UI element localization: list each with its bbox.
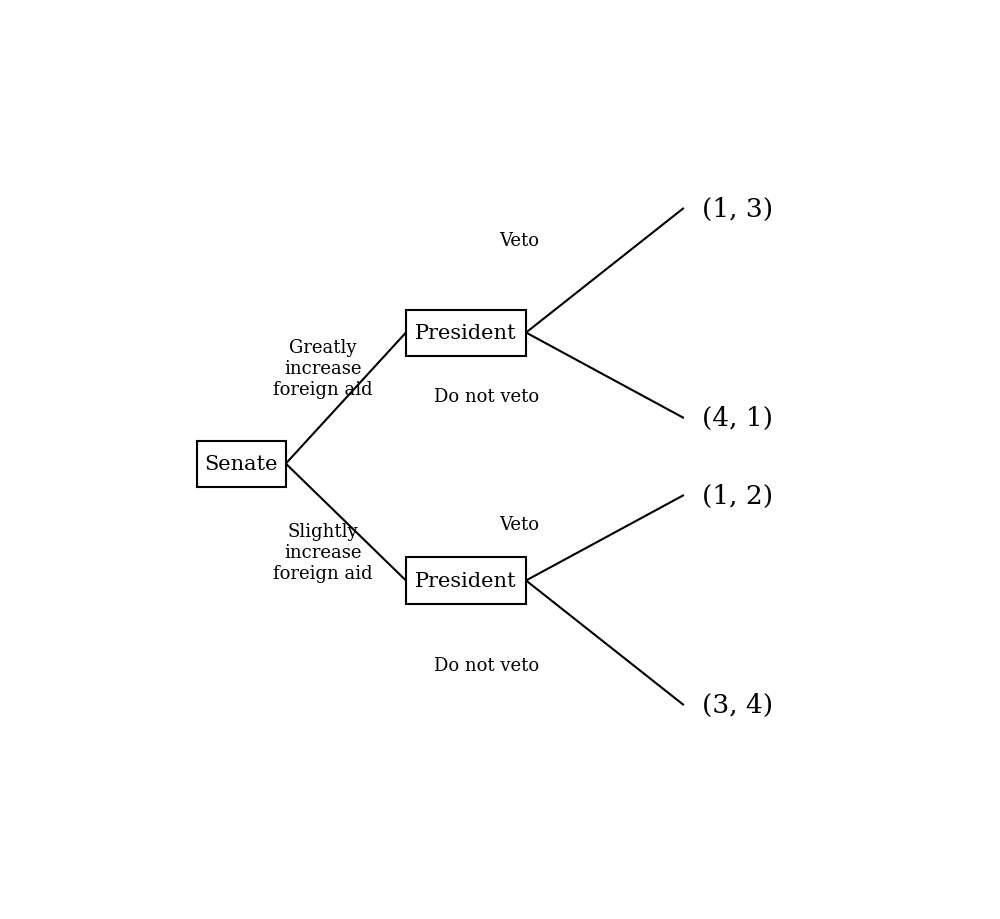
- Text: Senate: Senate: [205, 455, 278, 473]
- Text: Slightly
increase
foreign aid: Slightly increase foreign aid: [273, 523, 372, 583]
- Text: Do not veto: Do not veto: [434, 657, 540, 675]
- FancyBboxPatch shape: [406, 558, 526, 604]
- Text: (1, 3): (1, 3): [702, 197, 774, 221]
- FancyBboxPatch shape: [197, 441, 286, 487]
- Text: President: President: [415, 323, 517, 343]
- FancyBboxPatch shape: [406, 311, 526, 357]
- Text: Veto: Veto: [500, 516, 540, 533]
- Text: (1, 2): (1, 2): [702, 483, 774, 508]
- Text: (3, 4): (3, 4): [702, 692, 774, 717]
- Text: President: President: [415, 572, 517, 590]
- Text: Do not veto: Do not veto: [434, 388, 540, 406]
- Text: Greatly
increase
foreign aid: Greatly increase foreign aid: [273, 339, 372, 398]
- Text: Veto: Veto: [500, 233, 540, 250]
- Text: (4, 1): (4, 1): [702, 405, 773, 431]
